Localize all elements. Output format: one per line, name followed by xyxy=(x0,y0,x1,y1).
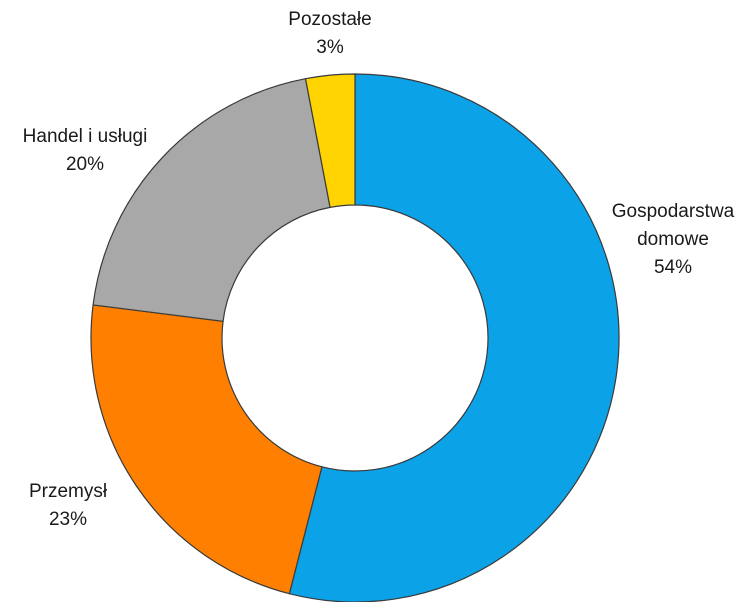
category-label: Przemysł xyxy=(28,481,108,502)
donut-segment xyxy=(92,77,331,323)
data-label: Handel i usługi 20% xyxy=(5,123,165,179)
data-label: Przemysł 23% xyxy=(8,478,128,534)
donut-segment xyxy=(288,73,620,602)
category-label: Handel i usługi xyxy=(22,126,148,147)
value-label: 23% xyxy=(48,509,88,530)
value-label: 54% xyxy=(653,257,693,278)
value-label: 20% xyxy=(65,154,105,175)
data-label: Pozostałe 3% xyxy=(260,6,400,62)
donut-segment xyxy=(304,73,356,209)
data-label: Gospodarstwa domowe 54% xyxy=(598,198,748,282)
value-label: 3% xyxy=(316,37,344,58)
category-label: Gospodarstwa domowe xyxy=(611,201,735,250)
category-label: Pozostałe xyxy=(288,9,372,30)
donut-segment xyxy=(90,304,323,595)
